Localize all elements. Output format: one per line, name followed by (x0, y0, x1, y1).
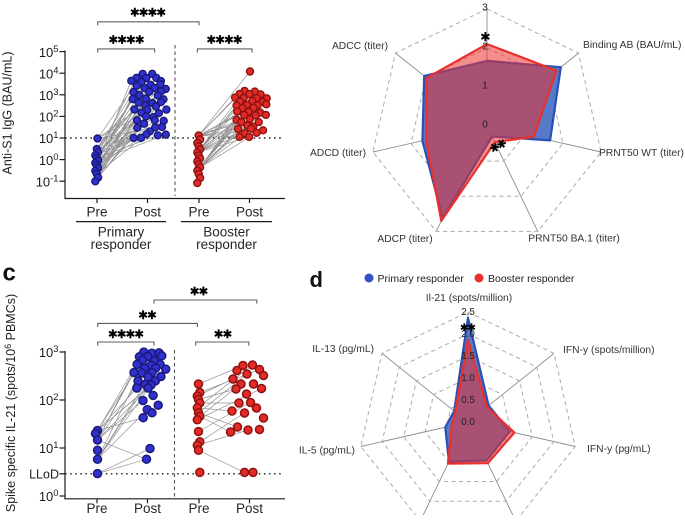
svg-text:PRNT50 WT (titer): PRNT50 WT (titer) (599, 148, 684, 159)
svg-text:ADCC (titer): ADCC (titer) (332, 41, 388, 52)
svg-text:2: 2 (482, 42, 488, 53)
svg-text:IFN-y (pg/mL): IFN-y (pg/mL) (587, 444, 651, 455)
svg-text:PRNT50 BA.1 (titer): PRNT50 BA.1 (titer) (528, 233, 620, 244)
svg-text:Pre: Pre (188, 205, 209, 220)
svg-text:Booster responder: Booster responder (488, 273, 575, 285)
svg-text:d: d (310, 267, 323, 292)
svg-text:Pre: Pre (188, 501, 209, 515)
svg-text:1: 1 (482, 81, 488, 92)
svg-text:0.5: 0.5 (461, 395, 475, 406)
svg-text:0.0: 0.0 (461, 417, 475, 428)
svg-text:IL-13 (pg/mL): IL-13 (pg/mL) (312, 344, 374, 355)
svg-text:Post: Post (236, 501, 263, 515)
svg-text:Pre: Pre (86, 501, 107, 515)
svg-text:responder: responder (91, 237, 152, 252)
svg-text:Primary: Primary (98, 225, 145, 240)
svg-text:1.0: 1.0 (461, 373, 475, 384)
svg-text:3: 3 (482, 3, 488, 14)
svg-text:Binding AB (BAU/mL): Binding AB (BAU/mL) (583, 40, 681, 51)
svg-text:LLoD: LLoD (29, 467, 59, 481)
svg-text:2.5: 2.5 (461, 307, 475, 318)
svg-text:responder: responder (196, 237, 257, 252)
svg-text:2.0: 2.0 (461, 329, 475, 340)
svg-text:1.5: 1.5 (461, 351, 475, 362)
svg-text:Primary responder: Primary responder (378, 273, 465, 285)
svg-text:ADCP (titer): ADCP (titer) (377, 234, 432, 245)
svg-text:c: c (3, 260, 16, 287)
svg-text:Spike specific IL-21 (spots/10: Spike specific IL-21 (spots/106 PBMCs) (3, 294, 18, 512)
svg-text:Booster: Booster (203, 225, 250, 240)
svg-text:ADCD (titer): ADCD (titer) (310, 148, 366, 159)
svg-text:IFN-y (spots/million): IFN-y (spots/million) (563, 345, 655, 356)
svg-text:Post: Post (236, 205, 263, 220)
svg-text:Post: Post (134, 501, 161, 515)
svg-text:Pre: Pre (86, 205, 107, 220)
svg-text:Il-21 (spots/million): Il-21 (spots/million) (426, 293, 512, 304)
svg-text:Anti-S1 IgG (BAU/mL): Anti-S1 IgG (BAU/mL) (1, 52, 15, 175)
svg-text:0: 0 (482, 120, 488, 131)
svg-text:IL-5 (pg/mL): IL-5 (pg/mL) (299, 446, 355, 457)
svg-text:Post: Post (134, 205, 161, 220)
